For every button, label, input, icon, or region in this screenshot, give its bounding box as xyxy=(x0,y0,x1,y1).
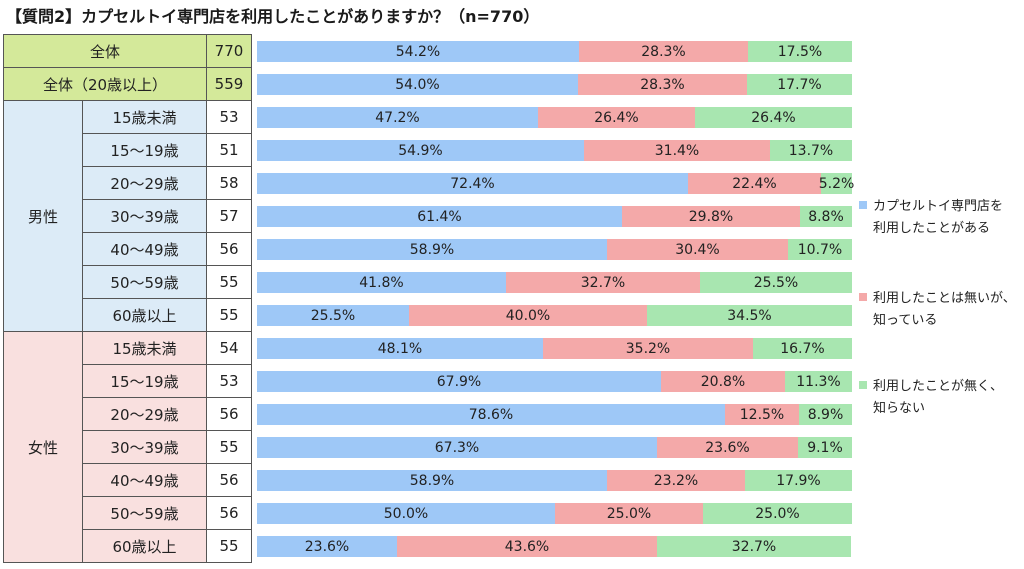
legend-swatch xyxy=(859,201,867,209)
bar-segment: 8.8% xyxy=(800,206,852,227)
legend-label-line: 知らない xyxy=(873,401,926,416)
bar-segment: 25.5% xyxy=(700,272,852,293)
bar-segment: 28.3% xyxy=(578,74,747,95)
bar-segment: 9.1% xyxy=(798,437,852,458)
legend-label: カプセルトイ専門店を 利用したことがある xyxy=(873,196,1023,240)
legend-label-line: 利用したことが無く、 xyxy=(873,379,1004,394)
bar-segment: 30.4% xyxy=(607,239,788,260)
age-label-cell: 50～59歳 xyxy=(82,496,207,530)
bar-segment: 58.9% xyxy=(257,470,607,491)
bar-segment: 13.7% xyxy=(770,140,852,161)
bar-segment: 17.5% xyxy=(748,41,852,62)
bar-segment: 35.2% xyxy=(543,338,753,359)
age-label-cell: 15歳未満 xyxy=(82,331,207,365)
bar-segment: 26.4% xyxy=(695,107,852,128)
group-label-cell: 男性 xyxy=(3,100,83,332)
bar-segment: 10.7% xyxy=(788,239,852,260)
bar-segment: 29.8% xyxy=(622,206,800,227)
sample-size-cell: 55 xyxy=(206,298,252,332)
sample-size-cell: 54 xyxy=(206,331,252,365)
sample-size-cell: 56 xyxy=(206,496,252,530)
age-label-cell: 60歳以上 xyxy=(82,298,207,332)
legend-label-line: 利用したことは無いが、 xyxy=(873,291,1016,306)
bar-segment: 23.6% xyxy=(657,437,798,458)
sample-size-cell: 53 xyxy=(206,100,252,134)
bar-segment: 50.0% xyxy=(257,503,555,524)
bar-segment: 8.9% xyxy=(799,404,852,425)
age-label-cell: 15歳未満 xyxy=(82,100,207,134)
bar-segment: 41.8% xyxy=(257,272,506,293)
bar-segment: 43.6% xyxy=(397,536,657,557)
bar-segment: 67.3% xyxy=(257,437,657,458)
bar-segment: 48.1% xyxy=(257,338,543,359)
sample-size-cell: 55 xyxy=(206,529,252,563)
bar-segment: 58.9% xyxy=(257,239,607,260)
age-label-cell: 60歳以上 xyxy=(82,529,207,563)
bar-segment: 17.9% xyxy=(745,470,852,491)
age-label-cell: 15～19歳 xyxy=(82,364,207,398)
sample-size-cell: 770 xyxy=(206,34,252,68)
legend-label-line: カプセルトイ専門店を xyxy=(873,199,1004,214)
bar-segment: 78.6% xyxy=(257,404,725,425)
age-label-cell: 30～39歳 xyxy=(82,199,207,233)
bar-segment: 47.2% xyxy=(257,107,538,128)
bar-segment: 32.7% xyxy=(506,272,700,293)
sample-size-cell: 53 xyxy=(206,364,252,398)
age-label-cell: 20～29歳 xyxy=(82,166,207,200)
bar-segment: 22.4% xyxy=(688,173,821,194)
bar-segment: 17.7% xyxy=(747,74,852,95)
bar-segment: 25.5% xyxy=(257,305,409,326)
bar-segment: 54.0% xyxy=(257,74,578,95)
bar-segment: 23.6% xyxy=(257,536,397,557)
legend-label: 利用したことが無く、 知らない xyxy=(873,376,1023,420)
age-label-cell: 20～29歳 xyxy=(82,397,207,431)
age-label-cell: 15～19歳 xyxy=(82,133,207,167)
legend-swatch xyxy=(859,381,867,389)
bar-segment: 28.3% xyxy=(579,41,748,62)
sample-size-cell: 56 xyxy=(206,397,252,431)
bar-segment: 32.7% xyxy=(657,536,851,557)
bar-segment: 67.9% xyxy=(257,371,661,392)
bar-segment: 61.4% xyxy=(257,206,622,227)
bar-segment: 11.3% xyxy=(785,371,852,392)
age-label-cell: 40～49歳 xyxy=(82,232,207,266)
sample-size-cell: 51 xyxy=(206,133,252,167)
bar-segment: 12.5% xyxy=(725,404,799,425)
bar-segment: 20.8% xyxy=(661,371,785,392)
legend-label-line: 利用したことがある xyxy=(873,221,991,236)
bar-segment: 16.7% xyxy=(753,338,852,359)
bar-segment: 25.0% xyxy=(703,503,852,524)
sample-size-cell: 56 xyxy=(206,463,252,497)
bar-segment: 25.0% xyxy=(555,503,703,524)
bar-segment: 5.2% xyxy=(819,173,854,194)
bar-segment: 26.4% xyxy=(538,107,695,128)
legend-swatch xyxy=(859,293,867,301)
bar-segment: 54.2% xyxy=(257,41,579,62)
bar-segment: 31.4% xyxy=(584,140,770,161)
sample-size-cell: 58 xyxy=(206,166,252,200)
bar-segment: 54.9% xyxy=(257,140,584,161)
sample-size-cell: 559 xyxy=(206,67,252,101)
chart-title: 【質問2】カプセルトイ専門店を利用したことがありますか？（n=770） xyxy=(6,7,540,26)
sample-size-cell: 55 xyxy=(206,430,252,464)
bar-segment: 72.4% xyxy=(257,173,688,194)
bar-segment: 23.2% xyxy=(607,470,745,491)
age-label-cell: 50～59歳 xyxy=(82,265,207,299)
legend-label: 利用したことは無いが、 知っている xyxy=(873,288,1023,332)
bar-segment: 34.5% xyxy=(647,305,852,326)
age-label-cell: 30～39歳 xyxy=(82,430,207,464)
group-label-cell: 全体 xyxy=(3,34,207,68)
sample-size-cell: 57 xyxy=(206,199,252,233)
age-label-cell: 40～49歳 xyxy=(82,463,207,497)
bar-segment: 40.0% xyxy=(409,305,647,326)
legend-label-line: 知っている xyxy=(873,313,938,328)
group-label-cell: 女性 xyxy=(3,331,83,563)
group-label-cell: 全体（20歳以上） xyxy=(3,67,207,101)
sample-size-cell: 55 xyxy=(206,265,252,299)
sample-size-cell: 56 xyxy=(206,232,252,266)
